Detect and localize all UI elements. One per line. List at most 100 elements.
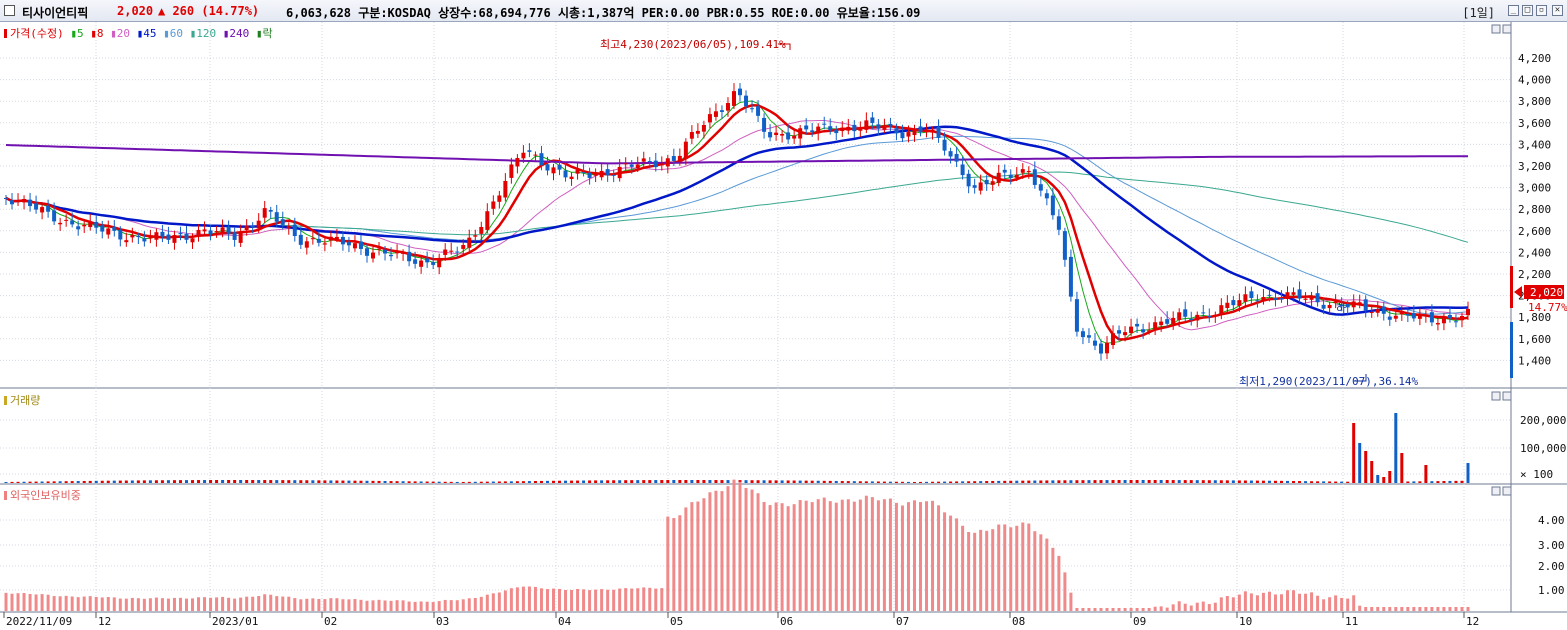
foreign-bar [834, 502, 838, 611]
foreign-bar [209, 597, 213, 611]
candle-body [364, 248, 369, 256]
foreign-bar [1117, 608, 1121, 611]
volume-bar [112, 480, 116, 483]
volume-bar [172, 480, 176, 483]
candle-body [190, 238, 195, 243]
volume-bar [1201, 480, 1205, 483]
candle-body [593, 174, 598, 176]
volume-bar [209, 480, 213, 483]
period-selector[interactable]: [1일] [1462, 6, 1495, 20]
candle-body [1339, 304, 1344, 307]
foreign-bar [864, 495, 868, 611]
volume-bar [371, 480, 375, 483]
volume-bar [558, 480, 562, 483]
volume-bar [1400, 453, 1404, 483]
foreign-bar [46, 594, 50, 611]
foreign-bar [215, 597, 219, 611]
candle-body [792, 135, 797, 139]
volume-bar [840, 481, 844, 483]
candle-body [1417, 314, 1422, 319]
candle-body [58, 222, 63, 225]
foreign-bar [630, 588, 634, 611]
candle-body [894, 128, 899, 134]
select-checkbox[interactable] [4, 5, 15, 16]
maximize-icon[interactable]: ▫ [1536, 5, 1547, 16]
candle-body [166, 234, 171, 240]
foreign-bar [912, 500, 916, 611]
foreign-bar [1292, 590, 1296, 611]
foreign-bar [16, 593, 20, 611]
minimize-icon[interactable]: _ [1508, 5, 1519, 16]
candle-body [719, 110, 724, 112]
foreign-bar [1099, 608, 1103, 611]
volume-bar [1310, 481, 1314, 483]
volume-bar [642, 480, 646, 483]
candle-body [178, 233, 183, 235]
restore-icon[interactable]: □ [1522, 5, 1533, 16]
candle-body [413, 259, 418, 264]
foreign-bar [509, 588, 513, 611]
volume-bar [1093, 480, 1097, 483]
foreign-bar [738, 481, 742, 611]
volume-bar [491, 481, 495, 483]
volume-bar [94, 480, 98, 483]
volume-bar [449, 481, 453, 483]
candle-body [1249, 291, 1254, 299]
foreign-bar [943, 512, 947, 611]
volume-bar [509, 481, 513, 483]
candle-body [503, 180, 508, 198]
foreign-bar [666, 516, 670, 611]
volume-bar [1346, 481, 1350, 483]
candle-body [371, 252, 376, 259]
volume-bar [1454, 480, 1458, 483]
volume-bar [876, 481, 880, 483]
candle-body [942, 139, 947, 151]
foreign-bar [1165, 607, 1169, 611]
foreign-bar [389, 600, 393, 611]
candle-body [677, 155, 682, 161]
candle-body [16, 200, 21, 202]
x-tick: 12 [1466, 615, 1479, 628]
volume-bar [1316, 481, 1320, 483]
candle-body [551, 167, 556, 174]
volume-bar [816, 480, 820, 483]
candle-body [701, 124, 706, 132]
candle-body [1129, 326, 1134, 334]
foreign-bar [1466, 606, 1470, 611]
x-axis-labels: 2022/11/09 12 2023/01 02 03 04 05 06 07 08 09 10 11 1… [3, 612, 1479, 628]
volume-bar [539, 480, 543, 483]
volume-bar [203, 480, 207, 483]
candle-body [1351, 301, 1356, 308]
candle-body [1183, 309, 1188, 317]
volume-bar [100, 480, 104, 483]
candle-body [232, 232, 237, 240]
volume-bar [648, 480, 652, 483]
volume-bar [184, 480, 188, 483]
price-tick: 1,800 [1518, 311, 1551, 324]
volume-bar [1243, 480, 1247, 483]
close-icon[interactable]: ✕ [1552, 5, 1563, 16]
price-change: ▲ 260 (14.77%) [158, 4, 260, 18]
volume-bar [407, 481, 411, 483]
volume-bar [666, 480, 670, 483]
volume-bar [894, 481, 898, 483]
foreign-bar [178, 597, 182, 611]
candle-body [142, 238, 147, 242]
foreign-bar [870, 497, 874, 611]
candle-body [774, 132, 779, 136]
candle-body [1050, 195, 1055, 216]
volume-bar [1237, 480, 1241, 483]
foreign-bar [160, 598, 164, 611]
legend-dot: ▮ [216, 27, 229, 40]
candle-body [491, 201, 496, 209]
foreign-bar [690, 502, 694, 611]
volume-bar [1207, 480, 1211, 483]
candle-body [858, 127, 863, 131]
volume-bar [937, 481, 941, 483]
x-tick: 09 [1133, 615, 1146, 628]
panel-buttons[interactable] [1491, 24, 1512, 496]
candle-body [1147, 330, 1152, 332]
volume-bar [961, 481, 965, 483]
price-tick: 4,000 [1518, 74, 1551, 87]
